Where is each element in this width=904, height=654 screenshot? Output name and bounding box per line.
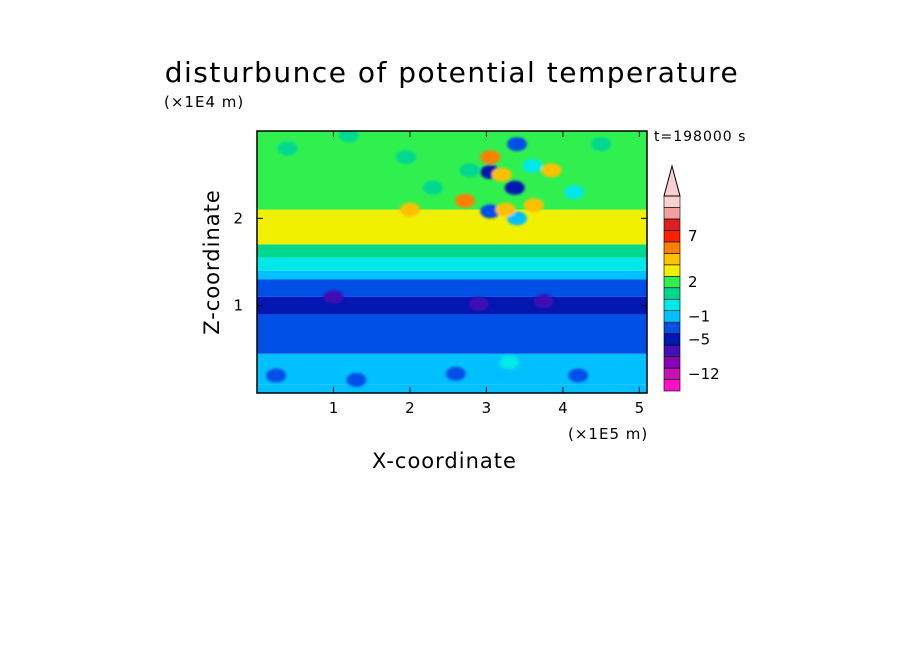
colorbar-swatch xyxy=(663,275,681,289)
contour-cell xyxy=(338,131,359,143)
contour-cell xyxy=(591,137,612,152)
x-tick-label: 4 xyxy=(558,399,568,417)
time-annotation: t=198000 s xyxy=(654,129,747,145)
contour-cell xyxy=(277,141,298,156)
contour-cell xyxy=(422,180,443,195)
contour-cell xyxy=(499,355,520,370)
contour-band xyxy=(257,279,647,297)
colorbar-swatch xyxy=(663,310,681,323)
contour-cell xyxy=(445,366,466,381)
contour-band xyxy=(257,131,647,210)
plot-frame xyxy=(256,130,648,394)
colorbar-label: 7 xyxy=(688,227,698,245)
y-tick-label: 2 xyxy=(233,209,243,227)
contour-band xyxy=(257,314,647,354)
chart-title: disturbunce of potential temperature xyxy=(164,56,740,89)
contour-cell xyxy=(399,202,420,217)
colorbar-swatch xyxy=(663,287,681,300)
x-tick-label: 2 xyxy=(405,399,415,417)
contour-cell xyxy=(266,368,287,383)
contour-cell xyxy=(504,180,525,195)
contour-cell xyxy=(522,158,543,173)
contour-cell xyxy=(507,137,527,152)
colorbar-swatch xyxy=(663,298,681,312)
colorbar-swatch xyxy=(663,344,681,357)
colorbar-swatch xyxy=(663,356,681,369)
contour-cell xyxy=(480,204,501,219)
contour-band xyxy=(257,384,647,393)
colorbar-swatch xyxy=(663,333,681,346)
x-tick-label: 5 xyxy=(635,399,645,417)
colorbar-swatch xyxy=(663,241,681,254)
colorbar-label: 2 xyxy=(688,273,698,291)
x-axis-unit: (×1E5 m) xyxy=(568,425,649,443)
x-tick-label: 1 xyxy=(329,399,339,417)
x-tick-label: 3 xyxy=(482,399,492,417)
contour-band xyxy=(257,296,647,315)
colorbar-swatch xyxy=(663,218,681,231)
colorbar-swatch xyxy=(663,321,681,334)
contour-band xyxy=(257,244,647,258)
colorbar-swatch xyxy=(663,195,681,208)
colorbar-swatch xyxy=(663,367,681,380)
contour-band xyxy=(257,270,647,280)
y-axis-unit: (×1E4 m) xyxy=(164,93,245,111)
x-axis-label: X-coordinate xyxy=(372,449,517,473)
contour-cell xyxy=(480,150,501,165)
contour-cell xyxy=(523,198,544,213)
contour-cell xyxy=(495,202,516,217)
contour-cell xyxy=(396,150,417,165)
colorbar-swatch xyxy=(663,264,681,277)
contour-cell xyxy=(568,368,589,383)
colorbar-label: −5 xyxy=(688,330,710,348)
colorbar-swatch xyxy=(663,207,681,220)
contour-cell xyxy=(468,296,489,311)
contour-cell xyxy=(459,163,480,178)
contour-cell xyxy=(541,163,562,178)
contour-band xyxy=(257,257,647,271)
contour-cell xyxy=(491,167,512,182)
contour-band xyxy=(257,209,647,245)
colorbar-label: −12 xyxy=(688,365,720,383)
contour-cell xyxy=(455,193,475,208)
y-tick-label: 1 xyxy=(233,297,243,315)
contour-cell xyxy=(564,185,585,200)
colorbar-swatch xyxy=(663,253,681,266)
colorbar-swatch xyxy=(663,230,681,243)
contour-cell xyxy=(346,372,367,387)
contour-cell xyxy=(533,294,554,309)
colorbar-extend-arrow xyxy=(663,164,681,197)
colorbar-swatch xyxy=(663,379,681,392)
contour-cell xyxy=(323,289,344,304)
colorbar-label: −1 xyxy=(688,307,710,325)
